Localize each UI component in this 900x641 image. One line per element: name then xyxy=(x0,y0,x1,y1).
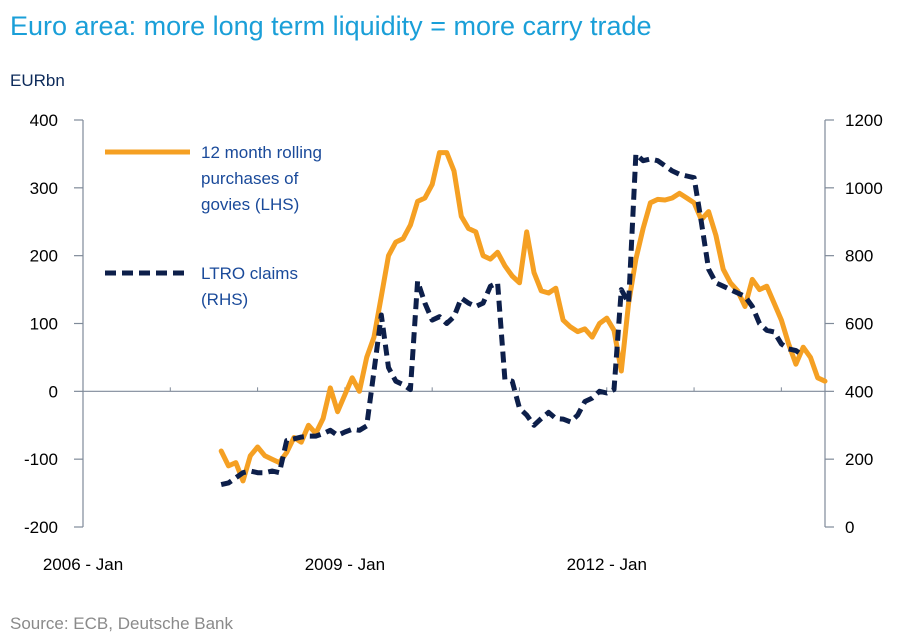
right-tick-label: 1200 xyxy=(845,111,883,130)
source-note: Source: ECB, Deutsche Bank xyxy=(10,614,234,633)
left-tick-label: 100 xyxy=(30,315,58,334)
govies-purchases-line xyxy=(218,150,828,484)
left-tick-label: 200 xyxy=(30,247,58,266)
left-tick-label: -200 xyxy=(24,518,58,537)
legend-label: (RHS) xyxy=(201,290,248,309)
x-tick-label: 2009 - Jan xyxy=(305,555,385,574)
ltro-claims-line xyxy=(220,151,805,488)
left-tick-label: -100 xyxy=(24,450,58,469)
right-tick-label: 0 xyxy=(845,518,854,537)
legend-label: purchases of xyxy=(201,169,299,188)
right-tick-label: 800 xyxy=(845,247,873,266)
legend-label: 12 month rolling xyxy=(201,143,322,162)
y-unit-label: EURbn xyxy=(10,71,65,90)
legend-label: govies (LHS) xyxy=(201,195,299,214)
left-tick-label: 300 xyxy=(30,179,58,198)
tick-labels: 4003002001000-100-2001200100080060040020… xyxy=(24,111,883,574)
x-tick-label: 2006 - Jan xyxy=(43,555,123,574)
legend-label: LTRO claims xyxy=(201,264,298,283)
left-tick-label: 400 xyxy=(30,111,58,130)
right-tick-label: 600 xyxy=(845,315,873,334)
left-tick-label: 0 xyxy=(49,382,58,401)
right-tick-label: 1000 xyxy=(845,179,883,198)
right-tick-label: 200 xyxy=(845,450,873,469)
right-tick-label: 400 xyxy=(845,382,873,401)
series-layer xyxy=(218,150,828,488)
legend: 12 month rolling purchases of govies (LHS)… xyxy=(105,143,322,309)
x-tick-label: 2012 - Jan xyxy=(567,555,647,574)
chart-title: Euro area: more long term liquidity = mo… xyxy=(10,11,652,41)
